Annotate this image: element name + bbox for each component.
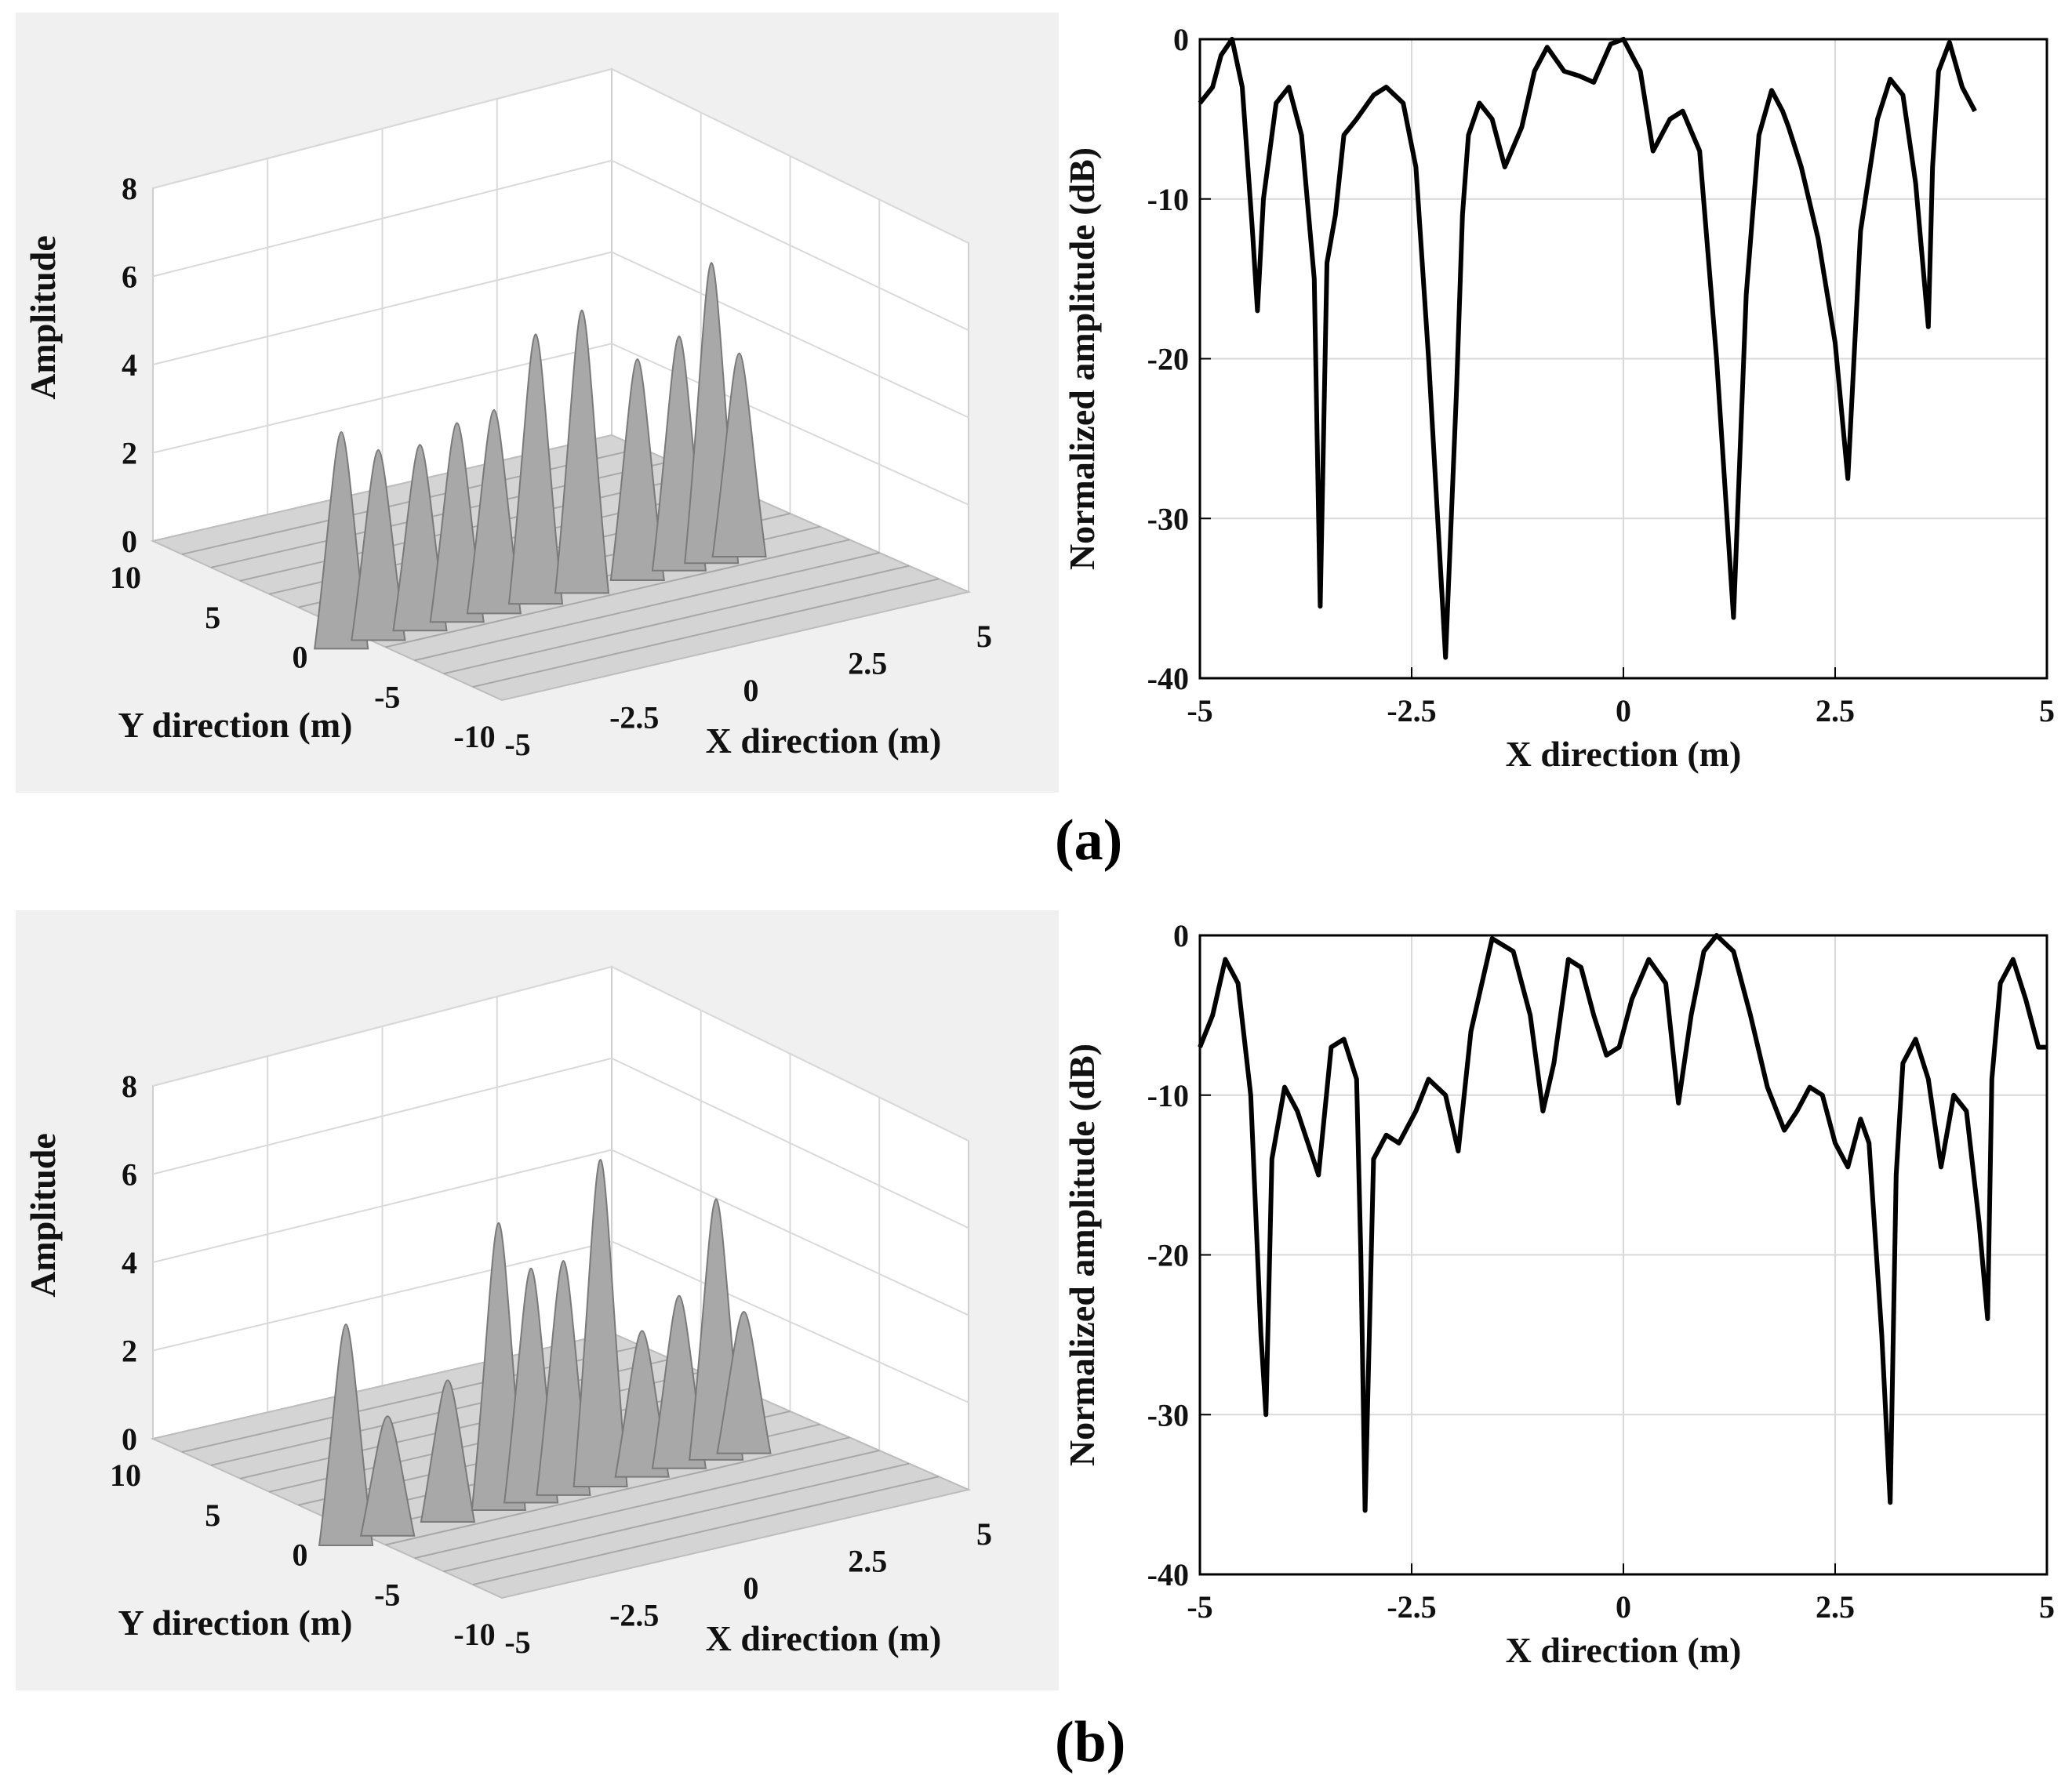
b-3d-xtick-label: 2.5 bbox=[848, 1544, 887, 1579]
b-line-ytick-label: -20 bbox=[1147, 1238, 1189, 1273]
a-3d-ripple-line bbox=[443, 565, 910, 675]
a-3d-ytick-label: 5 bbox=[205, 600, 220, 635]
b-3d-peak bbox=[420, 1379, 476, 1523]
b-line-axes-box bbox=[1198, 934, 2048, 1576]
a-3d-ripple-line bbox=[472, 578, 940, 688]
a-line-xtick-label: 5 bbox=[2039, 693, 2055, 728]
a-line-ytick-label: -30 bbox=[1147, 501, 1189, 536]
a-3d-ztick-label: 0 bbox=[122, 524, 137, 559]
b-3d-zgrid bbox=[152, 1149, 969, 1316]
b-3d-xtick-label: -2.5 bbox=[609, 1598, 659, 1633]
b-3d-xtick-label: 0 bbox=[743, 1570, 759, 1606]
a-line-ytick-label: -20 bbox=[1147, 342, 1189, 377]
a-3d-ripple-line bbox=[385, 539, 850, 648]
a-3d-peak bbox=[314, 431, 369, 650]
b-line-xtick-label: 0 bbox=[1616, 1589, 1631, 1625]
b-3d-ripple-line bbox=[414, 1450, 880, 1559]
b-3d-ztick-label: 6 bbox=[122, 1157, 137, 1193]
b-3d-xtick-label: 5 bbox=[976, 1516, 992, 1552]
b-3d-ripple-line bbox=[472, 1476, 940, 1586]
a-3d-peak bbox=[554, 309, 610, 594]
a-3d-ztick-label: 8 bbox=[122, 171, 137, 206]
a-3d-xlabel: X direction (m) bbox=[706, 721, 942, 761]
b-3d-xtick-label: -5 bbox=[504, 1625, 530, 1660]
panel-label-a: (a) bbox=[1055, 808, 1123, 873]
b-3d-ylabel: Y direction (m) bbox=[118, 1603, 353, 1643]
a-line-xlabel: X direction (m) bbox=[1506, 734, 1742, 774]
b-3d-peak bbox=[318, 1323, 374, 1547]
b-3d-xlabel: X direction (m) bbox=[706, 1618, 942, 1658]
a-3d-ztick-label: 4 bbox=[122, 347, 137, 383]
b-line-series-line bbox=[1198, 933, 2047, 1513]
a-line-xtick-label: -5 bbox=[1187, 693, 1212, 728]
b-3d-ztick-label: 0 bbox=[122, 1421, 137, 1457]
a-3d-peak bbox=[711, 352, 767, 558]
b-3d-ztick-label: 8 bbox=[122, 1069, 137, 1104]
a-3d-ytick-label: 10 bbox=[110, 560, 141, 595]
a-3d-xtick-label: 5 bbox=[976, 619, 992, 654]
a-3d-peak bbox=[507, 333, 564, 605]
b-3d-ripple-line bbox=[443, 1462, 910, 1573]
b-3d-peak bbox=[716, 1311, 772, 1454]
b-3d-ztick-label: 4 bbox=[122, 1245, 137, 1280]
a-3d-zgrid bbox=[152, 251, 969, 419]
a-3d-xtick-label: -5 bbox=[504, 727, 530, 762]
b-line-ytick-label: -40 bbox=[1147, 1557, 1189, 1592]
b-3d-ripple-line bbox=[385, 1436, 850, 1546]
a-3d-xtick-label: 2.5 bbox=[848, 646, 887, 681]
b-3d-ytick-label: -5 bbox=[374, 1577, 400, 1612]
b-3d-peak bbox=[359, 1415, 416, 1537]
a-3d-zlabel: Amplitude bbox=[23, 235, 63, 400]
a-line-xtick-label: 0 bbox=[1616, 693, 1631, 728]
b-line-xlabel: X direction (m) bbox=[1506, 1630, 1742, 1670]
a-3d-ylabel: Y direction (m) bbox=[118, 705, 353, 745]
a-3d-ytick-label: -5 bbox=[374, 679, 400, 714]
a-line-ylabel: Normalized amplitude (dB) bbox=[1062, 147, 1102, 570]
b-3d-zgrid bbox=[152, 965, 969, 1142]
panel-label-b: (b) bbox=[1055, 1710, 1126, 1774]
b-line-ytick-label: -10 bbox=[1147, 1078, 1189, 1113]
b-3d-zgrid bbox=[152, 1057, 969, 1229]
b-line-xtick-label: -2.5 bbox=[1387, 1589, 1436, 1625]
b-3d-peak bbox=[573, 1159, 628, 1487]
b-3d-ytick-label: -10 bbox=[453, 1617, 495, 1652]
a-3d-peak bbox=[466, 408, 522, 615]
a-3d-zgrid bbox=[152, 67, 969, 244]
a-line-ytick-label: -10 bbox=[1147, 182, 1189, 217]
a-3d-ytick-label: -10 bbox=[453, 719, 495, 754]
b-line-xtick-label: -5 bbox=[1187, 1589, 1212, 1625]
a-line-ytick-label: 0 bbox=[1173, 22, 1189, 57]
b-line-ylabel: Normalized amplitude (dB) bbox=[1062, 1044, 1102, 1466]
a-line-series-line bbox=[1198, 37, 1977, 660]
b-3d-ripple-line bbox=[240, 1371, 701, 1480]
b-3d-ytick-label: 0 bbox=[293, 1538, 308, 1573]
b-3d-ytick-label: 5 bbox=[205, 1498, 220, 1533]
a-3d-xtick-label: -2.5 bbox=[609, 700, 659, 735]
b-line-ytick-label: -30 bbox=[1147, 1397, 1189, 1432]
b-line-xtick-label: 2.5 bbox=[1816, 1589, 1855, 1625]
a-3d-peak bbox=[351, 448, 406, 641]
a-3d-peak bbox=[609, 358, 665, 582]
b-line-xtick-label: 5 bbox=[2039, 1589, 2055, 1625]
a-3d-ripple-line bbox=[414, 552, 880, 662]
a-line-xtick-label: -2.5 bbox=[1387, 693, 1436, 728]
a-3d-ztick-label: 6 bbox=[122, 260, 137, 295]
a-line-xtick-label: 2.5 bbox=[1816, 693, 1855, 728]
a-3d-ytick-label: 0 bbox=[293, 640, 308, 675]
b-3d-zlabel: Amplitude bbox=[23, 1133, 63, 1298]
a-3d-zgrid bbox=[152, 343, 969, 506]
a-3d-xtick-label: 0 bbox=[743, 673, 759, 708]
b-3d-ytick-label: 10 bbox=[110, 1458, 141, 1493]
a-3d-peak bbox=[429, 422, 485, 623]
a-3d-ztick-label: 2 bbox=[122, 436, 137, 471]
b-line-ytick-label: 0 bbox=[1173, 918, 1189, 953]
b-3d-zgrid bbox=[152, 1240, 969, 1403]
a-3d-zgrid bbox=[152, 159, 969, 332]
a-line-ytick-label: -40 bbox=[1147, 661, 1189, 696]
b-3d-ztick-label: 2 bbox=[122, 1334, 137, 1369]
